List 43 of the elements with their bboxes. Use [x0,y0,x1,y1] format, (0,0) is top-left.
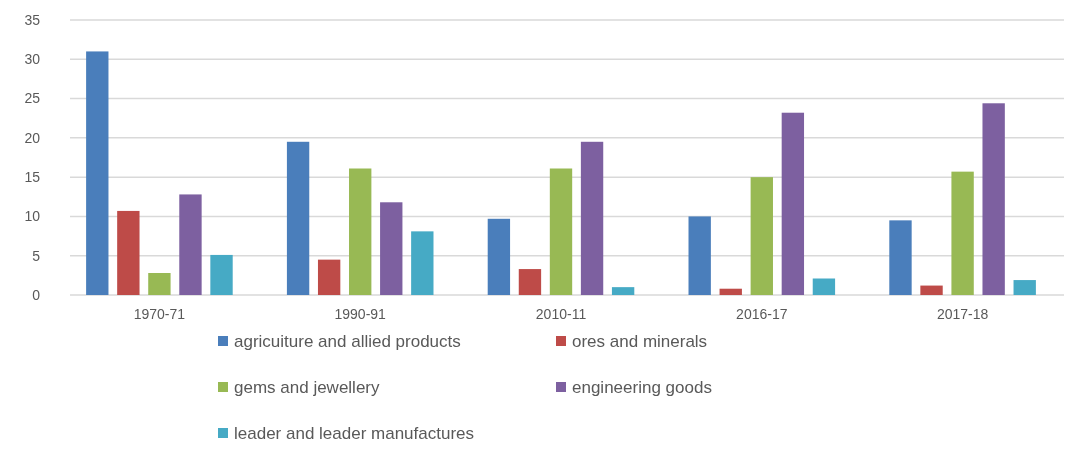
bar [380,202,403,295]
x-tick-label: 2017-18 [936,306,989,322]
y-tick-label: 5 [32,247,41,264]
bar [411,231,434,295]
bar [688,216,711,295]
y-tick-label: 25 [24,90,41,107]
bar [349,168,372,295]
x-tick-label: 1970-71 [133,306,186,322]
bar [951,171,974,295]
legend-label: leader and leader manufactures [234,424,475,443]
bar [781,112,805,295]
legend-label: ores and minerals [572,332,708,351]
x-tick-label: 2016-17 [736,306,788,322]
bar [812,278,836,295]
y-tick-label: 35 [24,11,41,28]
y-tick-label: 10 [24,208,41,225]
legend-label: engineering goods [572,378,712,397]
y-tick-label: 0 [32,286,41,303]
bar [611,287,635,295]
x-tick-label: 1990-91 [334,306,387,322]
bar [518,269,542,295]
y-tick-label: 20 [24,129,41,146]
bar [148,273,171,295]
bar [920,285,943,295]
bar [580,141,604,295]
bar [982,103,1005,295]
bar [179,194,202,295]
bar [86,51,109,295]
bar [210,254,233,295]
bar [286,141,310,295]
bar [1013,280,1036,295]
legend-label: gems and jewellery [234,378,381,397]
bar [549,168,573,295]
bar [317,259,341,295]
bar [750,177,773,295]
bar [719,288,742,295]
y-tick-label: 15 [24,169,41,186]
y-tick-label: 30 [24,51,41,68]
bar [117,210,140,295]
legend-label: agricuiture and allied products [234,332,461,351]
x-tick-label: 2010-11 [535,306,587,322]
bar [889,220,912,295]
bar [487,218,511,295]
